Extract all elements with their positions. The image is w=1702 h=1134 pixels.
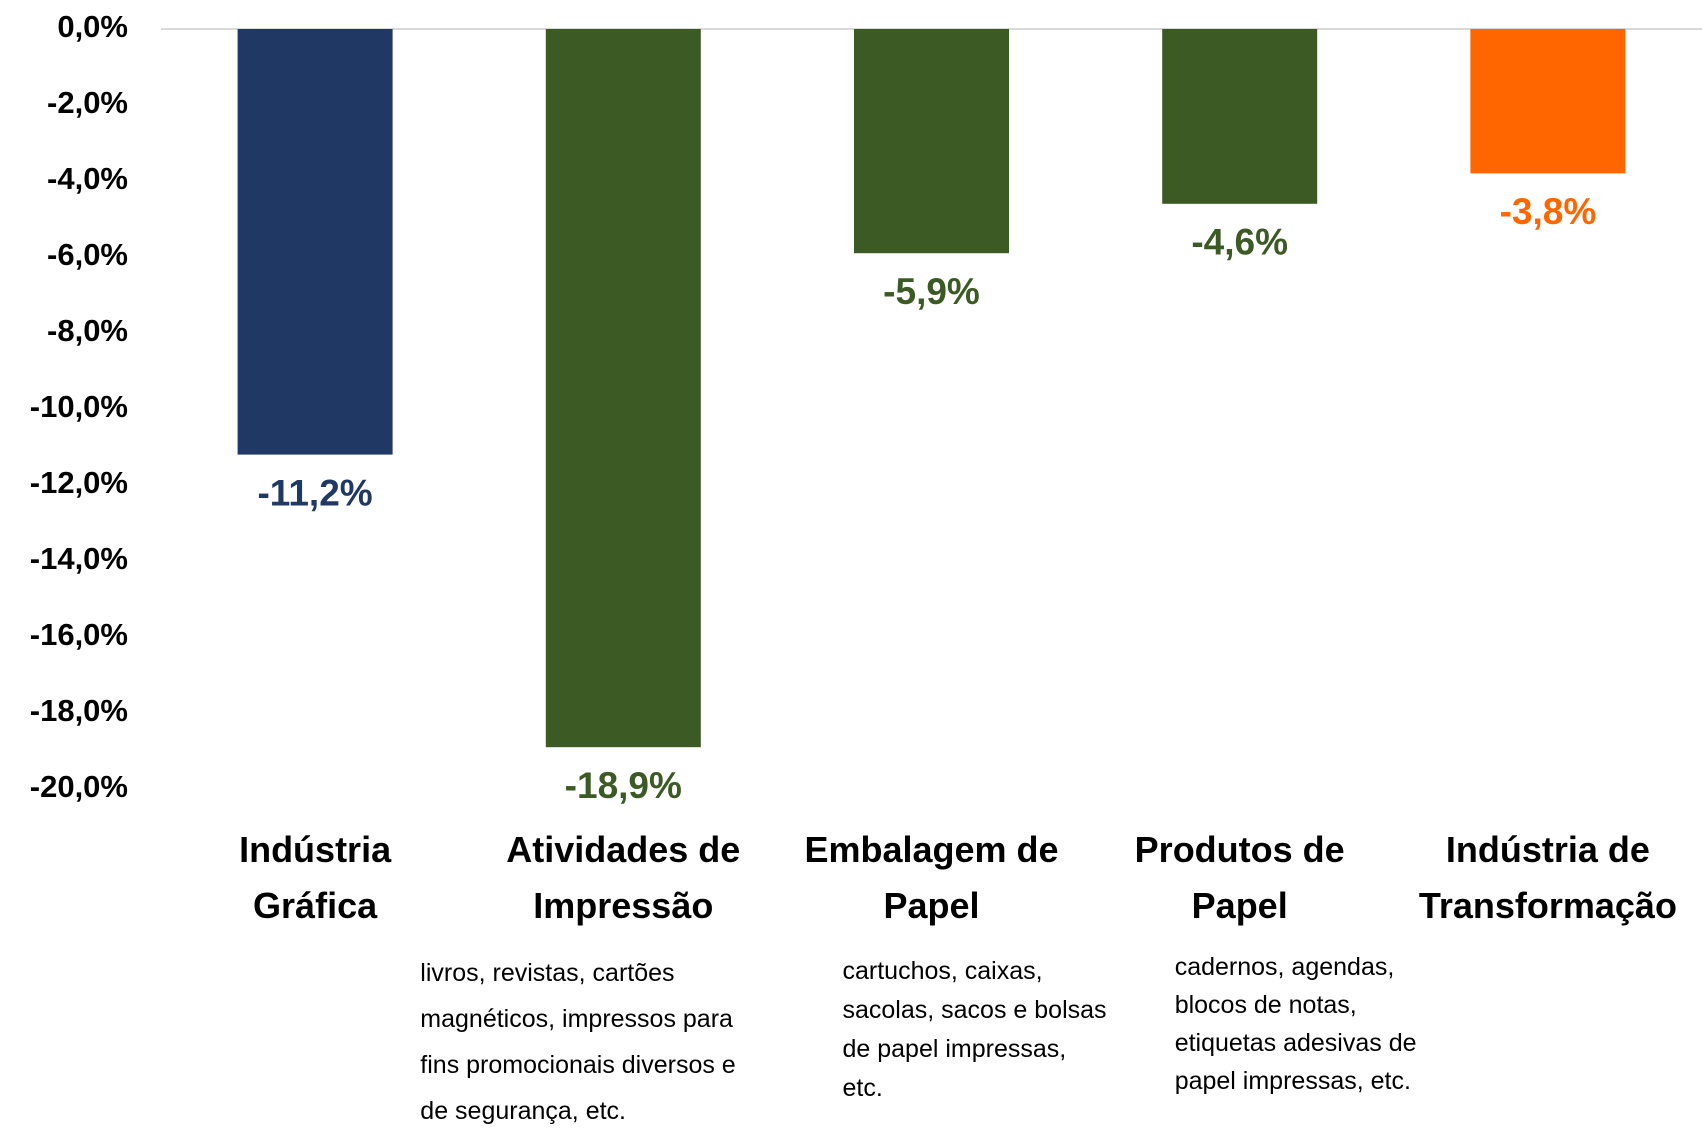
data-label: -5,9% [883, 271, 980, 312]
x-tick-label: Indústria de Transformação [1418, 829, 1677, 926]
y-tick-label: -12,0% [30, 465, 128, 500]
data-label: -18,9% [565, 765, 682, 806]
y-tick-label: -16,0% [30, 617, 128, 652]
y-tick-label: -2,0% [47, 85, 128, 120]
x-tick-label: Produtos de Papel [1134, 829, 1345, 926]
y-tick-label: -6,0% [47, 237, 128, 272]
data-label: -3,8% [1500, 191, 1597, 232]
y-tick-label: -8,0% [47, 313, 128, 348]
x-tick-label: Indústria Gráfica [239, 829, 392, 926]
y-tick-label: -4,0% [47, 161, 128, 196]
x-tick-label: Embalagem de Papel [804, 829, 1059, 926]
y-tick-label: -18,0% [30, 693, 128, 728]
y-tick-label: -20,0% [30, 769, 128, 804]
bar [545, 29, 701, 748]
annotation: livros, revistas, cartões magnéticos, im… [420, 959, 736, 1125]
bar [1162, 29, 1318, 204]
data-label: -4,6% [1191, 222, 1288, 263]
y-tick-label: -10,0% [30, 389, 128, 424]
annotation: cadernos, agendas, blocos de notas, etiq… [1174, 953, 1417, 1095]
bar [854, 29, 1009, 254]
annotation: cartuchos, caixas, sacolas, sacos e bols… [842, 957, 1107, 1102]
y-tick-label: -14,0% [30, 541, 128, 576]
data-label: -11,2% [257, 472, 372, 513]
bar [237, 29, 393, 455]
y-tick-label: 0,0% [57, 9, 128, 44]
bar [1470, 29, 1626, 174]
x-tick-label: Atividades de Impressão [506, 829, 741, 926]
